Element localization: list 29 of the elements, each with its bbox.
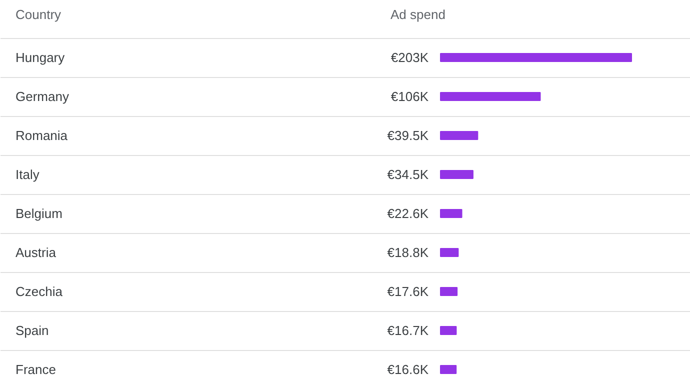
bar <box>440 287 458 296</box>
y-tick-label: Czechia <box>16 284 64 299</box>
y-tick-label: France <box>16 362 56 377</box>
y-tick-label: Belgium <box>16 206 62 221</box>
data-label: €203K <box>390 50 429 65</box>
data-label: €39.5K <box>387 128 429 143</box>
bar <box>440 248 459 257</box>
data-label: €16.7K <box>387 323 429 338</box>
bar <box>440 92 541 101</box>
bar <box>440 365 457 374</box>
bar <box>440 209 462 218</box>
bar <box>440 170 474 179</box>
data-label: €22.6K <box>387 206 429 221</box>
y-tick-label: Romania <box>16 128 68 143</box>
bar <box>440 131 478 140</box>
data-label: €17.6K <box>387 284 429 299</box>
data-label: €18.8K <box>387 245 429 260</box>
y-tick-label: Spain <box>16 323 49 338</box>
y-tick-label: Germany <box>16 89 70 104</box>
bar <box>440 53 632 62</box>
y-axis-title: Country <box>16 7 62 22</box>
data-label: €34.5K <box>387 167 429 182</box>
data-label: €16.6K <box>387 362 429 377</box>
bar <box>440 326 457 335</box>
data-label: €106K <box>390 89 429 104</box>
x-axis-title: Ad spend <box>390 7 446 22</box>
y-tick-label: Austria <box>16 245 57 260</box>
y-tick-label: Hungary <box>16 50 66 65</box>
y-tick-label: Italy <box>16 167 40 182</box>
